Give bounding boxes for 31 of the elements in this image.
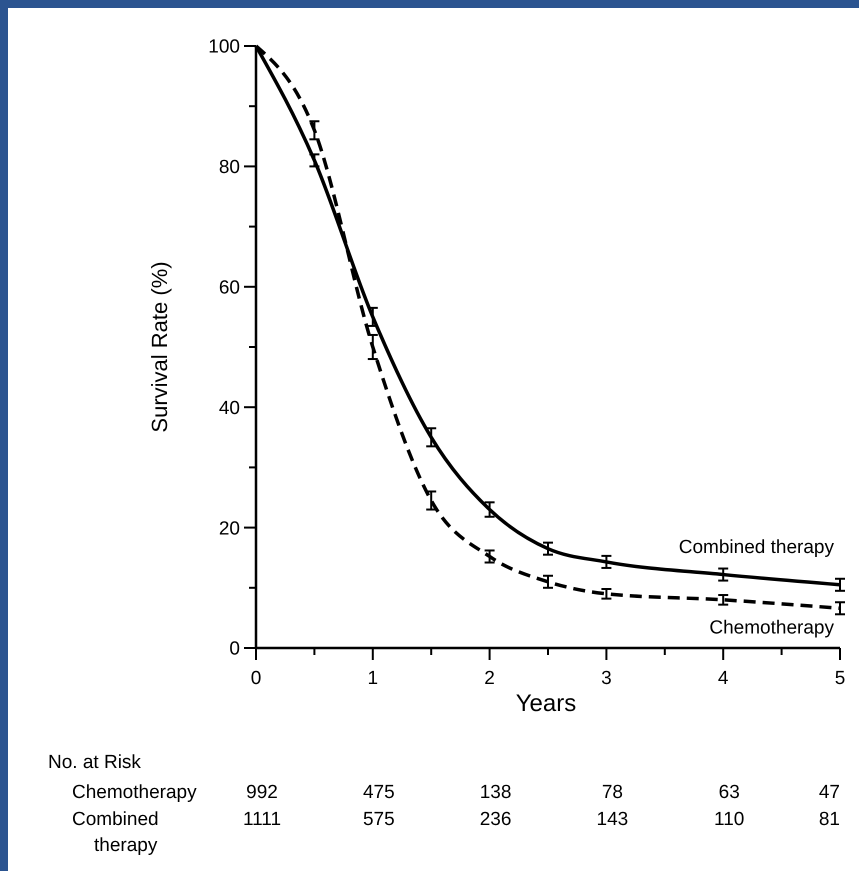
x-axis-title: Years [516,690,576,717]
x-tick-label: 5 [834,668,846,689]
text: 63 [718,782,740,803]
text: 575 [362,809,395,830]
text: 47 [818,782,840,803]
text: 78 [602,782,623,803]
y-tick-label: 80 [218,157,240,178]
x-tick-label: 4 [718,668,729,689]
y-axis-title: Survival Rate (%) [147,261,172,433]
text: 475 [362,782,395,803]
text: Chemotherapy [72,782,198,803]
y-tick-label: 60 [218,277,240,298]
y-tick-label: 40 [218,398,240,419]
text: 236 [480,809,512,830]
y-tick-label: 20 [218,518,240,540]
text: 1111 [242,809,282,830]
text: 110 [714,809,744,830]
text: 992 [246,782,278,803]
text: 138 [480,782,512,803]
x-tick-label: 1 [368,668,378,689]
text: No. at Risk [48,752,142,773]
x-tick-label: 2 [484,668,495,689]
x-tick-label: 3 [601,668,612,689]
text: 143 [596,809,628,830]
text: Combined therapy [72,809,159,856]
y-tick-label: 0 [229,638,240,660]
text: 81 [818,809,840,830]
series-label: Chemotherapy [709,617,834,638]
series-label: Combined therapy [678,536,834,558]
x-tick-label: 0 [250,668,262,689]
y-tick-label: 100 [208,36,240,58]
